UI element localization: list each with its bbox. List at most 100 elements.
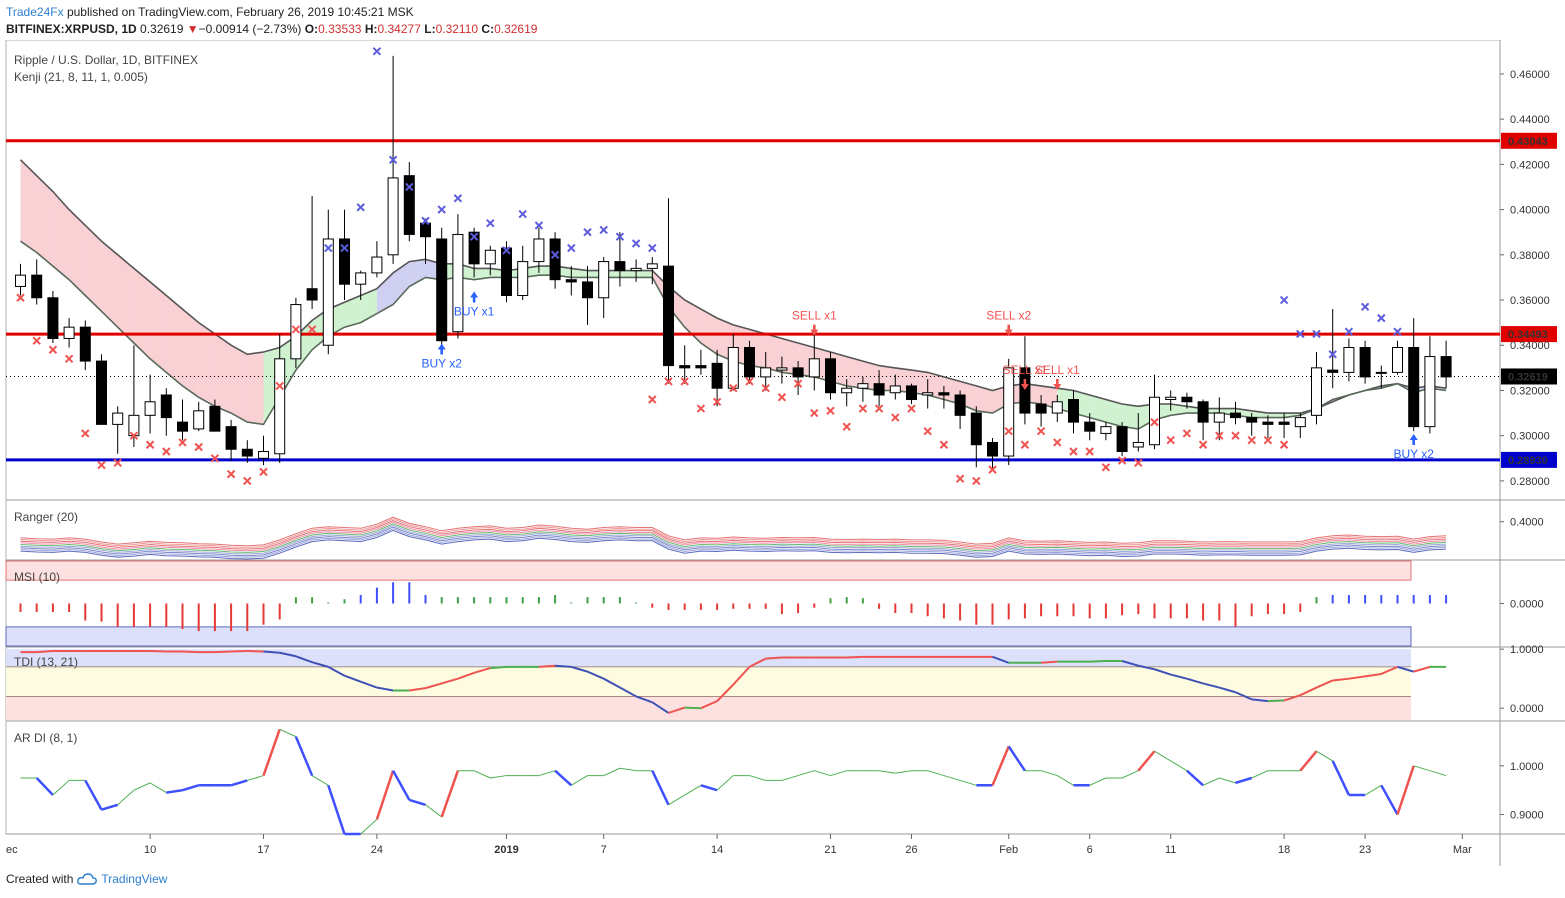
created-with-label: Created with bbox=[6, 872, 74, 886]
sell-signal-label: SELL x1 bbox=[1035, 363, 1080, 377]
tdi-line-segment bbox=[668, 706, 686, 714]
candle-body bbox=[646, 263, 658, 269]
kenji-cloud-segment bbox=[36, 175, 53, 267]
x-mark-below bbox=[664, 377, 673, 386]
tdi-line-segment bbox=[538, 664, 556, 668]
candle-body bbox=[1230, 412, 1241, 419]
tdi-line-segment bbox=[571, 665, 588, 673]
time-axis-tick-label: 2019 bbox=[494, 844, 518, 856]
x-mark-below bbox=[307, 325, 317, 334]
kenji-cloud-segment bbox=[231, 345, 248, 423]
time-axis-tick-label: 21 bbox=[824, 844, 836, 856]
ardi-line-segment bbox=[1235, 776, 1253, 785]
candle-body bbox=[452, 233, 464, 333]
kenji-cloud-segment bbox=[393, 261, 410, 305]
tdi-line-segment bbox=[1219, 686, 1236, 694]
candle-body bbox=[1213, 412, 1225, 423]
msi-upper-band bbox=[5, 560, 1412, 581]
ardi-line-segment bbox=[619, 767, 637, 772]
price-axis-tick-label: 0.32000 bbox=[1510, 385, 1550, 397]
kenji-cloud-segment bbox=[765, 333, 782, 373]
time-axis-tick-label: 10 bbox=[144, 844, 156, 856]
tdi-line-segment bbox=[1089, 659, 1106, 663]
publisher-name[interactable]: Trade24Fx bbox=[6, 5, 64, 19]
chart-canvas[interactable]: 0.43043 0.34493 0.28930 0.32619 BUY x1 BUY x2… bbox=[0, 40, 1565, 866]
kenji-cloud-segment bbox=[1089, 394, 1106, 423]
kenji-cloud-segment bbox=[1105, 399, 1123, 427]
tdi-line-segment bbox=[441, 677, 459, 685]
ardi-line-segment bbox=[1316, 750, 1333, 762]
x-mark-above bbox=[567, 243, 576, 253]
low-label: L: bbox=[424, 22, 436, 36]
x-mark-below bbox=[1117, 456, 1127, 465]
x-mark-below bbox=[712, 397, 722, 406]
tdi-line-segment bbox=[425, 682, 442, 690]
x-mark-below bbox=[1101, 463, 1111, 472]
tdi-line-segment bbox=[1299, 686, 1317, 697]
x-mark-below bbox=[874, 404, 884, 413]
resistance-level-label: 0.43043 bbox=[1508, 136, 1548, 148]
candle-body bbox=[47, 297, 59, 339]
ardi-line-segment bbox=[327, 784, 346, 835]
time-axis-tick-label: 17 bbox=[257, 844, 269, 856]
candle-body bbox=[549, 238, 561, 281]
tdi-line-segment bbox=[376, 686, 394, 692]
high-value: 0.34277 bbox=[377, 22, 421, 36]
tdi-line-segment bbox=[1251, 698, 1269, 703]
tdi-line-segment bbox=[1397, 665, 1414, 673]
x-mark-below bbox=[291, 325, 301, 334]
candle-body bbox=[1197, 401, 1209, 423]
support-level-tag bbox=[1501, 451, 1557, 468]
x-mark-below bbox=[226, 469, 236, 479]
x-mark-below bbox=[81, 429, 90, 438]
candle-body bbox=[501, 247, 512, 297]
ardi-line-segment bbox=[1007, 745, 1026, 772]
sell-arrow-icon bbox=[1004, 324, 1013, 336]
candle-body bbox=[857, 383, 869, 389]
kenji-cloud-segment bbox=[684, 300, 701, 343]
buy-arrow-icon bbox=[1409, 433, 1418, 445]
x-mark-below bbox=[97, 460, 106, 470]
ardi-line-segment bbox=[538, 770, 556, 777]
tdi-line-segment bbox=[360, 680, 378, 689]
ardi-line-segment bbox=[117, 789, 135, 806]
price-axis-tick-label: 0.44000 bbox=[1510, 114, 1550, 126]
kenji-cloud-segment bbox=[1170, 404, 1187, 416]
candle-body bbox=[873, 383, 885, 396]
tdi-line-segment bbox=[619, 686, 637, 698]
ardi-line-segment bbox=[490, 775, 507, 779]
x-mark-below bbox=[842, 422, 851, 431]
tdi-line-segment bbox=[409, 687, 426, 692]
x-mark-below bbox=[1215, 431, 1224, 440]
price-axis-tick-label: 0.36000 bbox=[1510, 295, 1550, 307]
ardi-line-segment bbox=[294, 736, 314, 777]
ardi-line-segment bbox=[879, 770, 896, 774]
candle-body bbox=[1181, 396, 1193, 403]
candle-body bbox=[808, 358, 820, 378]
tradingview-link[interactable]: TradingView bbox=[101, 872, 168, 886]
x-mark-below bbox=[145, 440, 155, 449]
candle-body bbox=[1294, 417, 1306, 428]
x-mark-below bbox=[1036, 426, 1046, 436]
x-mark-below bbox=[696, 404, 706, 413]
ardi-line-segment bbox=[1202, 777, 1220, 786]
price-axis-tick-label: 0.46000 bbox=[1510, 69, 1550, 81]
tdi-line-segment bbox=[1364, 672, 1382, 678]
candle-body bbox=[679, 365, 691, 369]
msi-pane: 0.0000 MSI (10) bbox=[5, 560, 1544, 647]
msi-axis-tick-label: 0.0000 bbox=[1510, 599, 1544, 611]
kenji-cloud-segment bbox=[976, 385, 993, 414]
candle-body bbox=[1262, 421, 1274, 425]
price-axis-tick-label: 0.34000 bbox=[1510, 340, 1550, 352]
tdi-line-segment bbox=[1316, 679, 1334, 689]
x-mark-below bbox=[1166, 436, 1175, 445]
x-mark-below bbox=[955, 474, 965, 483]
ardi-line-segment bbox=[440, 770, 460, 818]
time-axis-tick-label: Feb bbox=[999, 844, 1018, 856]
time-axis-tick-label: 24 bbox=[371, 844, 383, 856]
tdi-line-segment bbox=[1283, 694, 1301, 702]
price-change: −0.00914 (−2.73%) bbox=[198, 22, 302, 36]
tdi-line-segment bbox=[1202, 682, 1220, 689]
x-mark-below bbox=[1134, 458, 1143, 468]
x-mark-above bbox=[1377, 313, 1386, 323]
